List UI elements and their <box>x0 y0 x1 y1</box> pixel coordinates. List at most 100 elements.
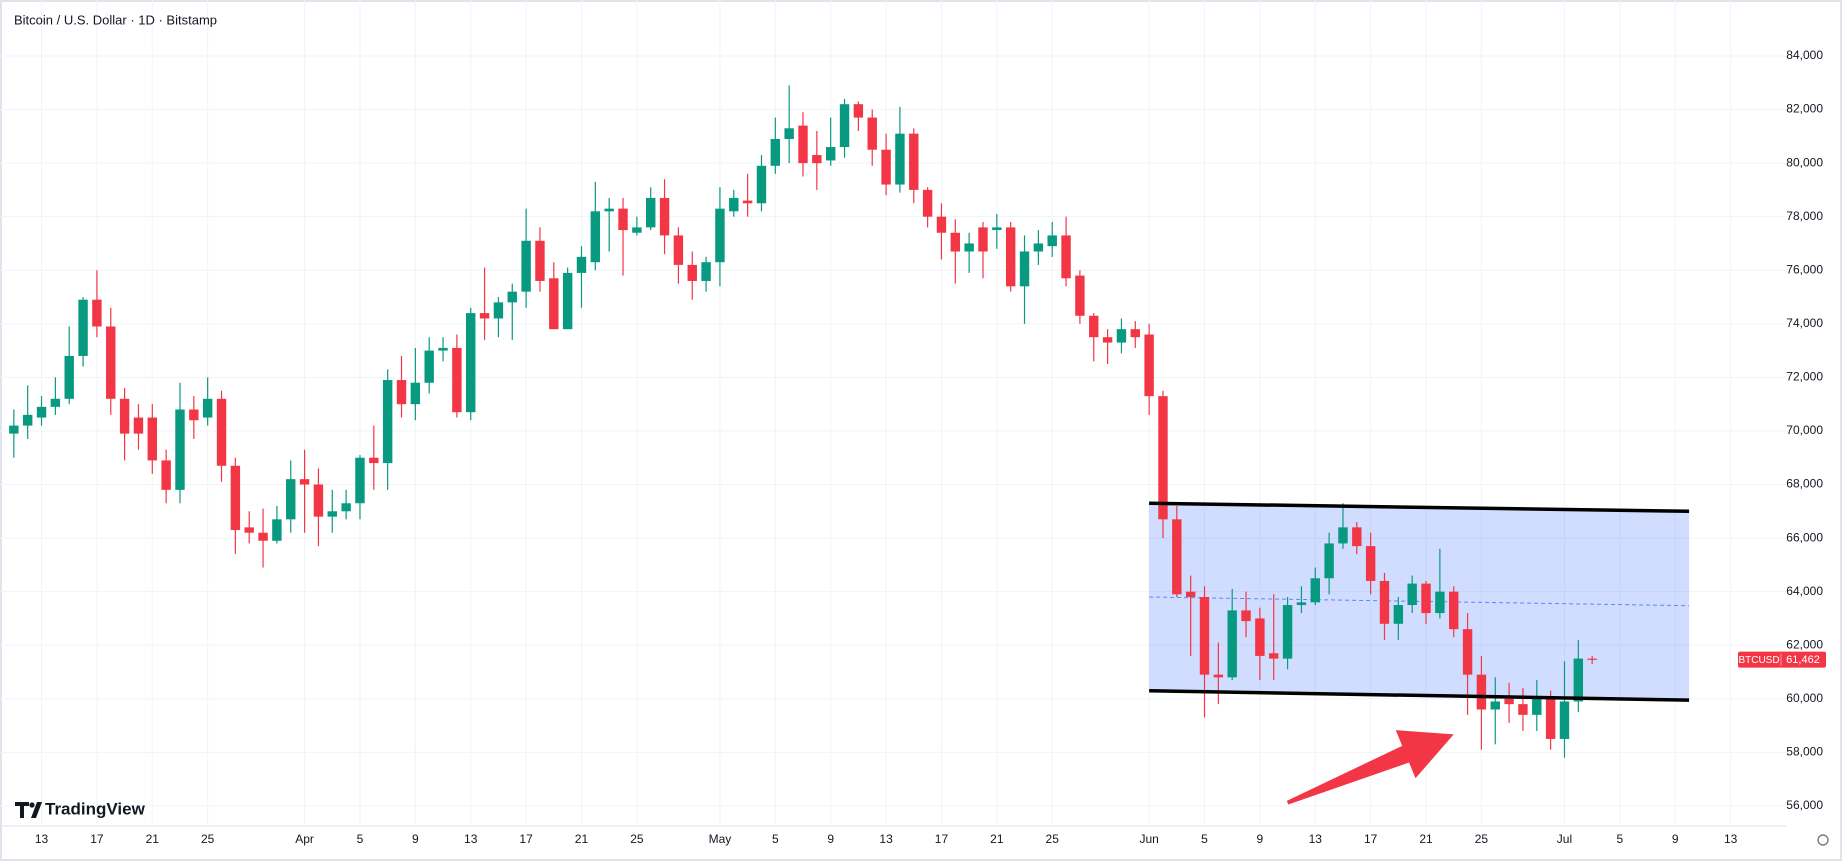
x-tick-label: 13 <box>35 832 49 846</box>
candle-body <box>909 133 919 190</box>
brand-logo: TradingView <box>15 799 146 818</box>
candle-body <box>1573 658 1584 702</box>
candle-body <box>881 149 891 185</box>
candle-body <box>673 235 684 265</box>
x-tick-label: 13 <box>1724 832 1738 846</box>
channel-lower-line <box>1149 688 1690 702</box>
y-tick-label: 58,000 <box>1786 745 1823 759</box>
candle-body <box>1255 618 1265 656</box>
x-tick-label: 17 <box>519 832 533 846</box>
y-tick-label: 56,000 <box>1786 798 1823 812</box>
candle-body <box>798 125 808 164</box>
candle-body <box>1379 580 1390 624</box>
candle-body <box>341 503 351 512</box>
candles <box>9 85 1597 758</box>
candle-body <box>1075 275 1085 316</box>
candle-body <box>438 347 448 351</box>
y-tick-label: 78,000 <box>1786 209 1823 223</box>
candle-body <box>521 240 531 292</box>
y-tick-label: 82,000 <box>1786 102 1823 116</box>
x-tick-label: Jul <box>1557 832 1572 846</box>
candle-body <box>895 133 905 185</box>
candle-body <box>369 457 379 464</box>
candle-body <box>1559 701 1570 739</box>
x-tick-label: May <box>709 832 732 846</box>
candle-body <box>756 165 767 204</box>
candle-body <box>50 398 61 407</box>
candle-body <box>742 200 753 204</box>
x-tick-label: 9 <box>1672 832 1679 846</box>
x-tick-label: 21 <box>1419 832 1433 846</box>
candle-body <box>507 291 517 303</box>
candle-body <box>410 382 421 405</box>
candle-body <box>1185 591 1196 598</box>
last-price-symbol: BTCUSD <box>1738 655 1779 666</box>
x-tick-label: 21 <box>990 832 1004 846</box>
candle-body <box>1130 329 1140 338</box>
candle-body <box>1116 329 1127 343</box>
candle-body <box>1421 583 1431 614</box>
candle-body <box>867 117 877 150</box>
candle-body <box>286 479 296 520</box>
candle-body <box>1241 610 1251 622</box>
candle-body <box>244 527 254 533</box>
y-tick-label: 60,000 <box>1786 691 1823 705</box>
candle-body <box>1532 698 1542 715</box>
candle-body <box>36 406 47 418</box>
candle-body <box>258 532 268 541</box>
candle-body <box>1213 674 1224 678</box>
candle-body <box>1435 591 1445 614</box>
candle-body <box>1545 696 1556 739</box>
candle-body <box>659 197 670 236</box>
candle-body <box>618 208 628 231</box>
y-tick-label: 64,000 <box>1786 584 1823 598</box>
x-tick-label: 5 <box>357 832 364 846</box>
candle-body <box>950 232 961 252</box>
x-tick-label: 9 <box>1257 832 1264 846</box>
candle-body <box>92 299 102 327</box>
candle-body <box>1490 701 1500 710</box>
candle-body <box>1476 674 1487 710</box>
candle-body <box>1324 543 1334 579</box>
x-tick-label: 17 <box>90 832 104 846</box>
candle-body <box>1019 251 1030 287</box>
y-tick-label: 68,000 <box>1786 477 1823 491</box>
candle-body <box>355 457 365 504</box>
candle-body <box>202 398 213 418</box>
candle-body <box>161 460 171 490</box>
brand-name: TradingView <box>45 799 146 818</box>
candle-body <box>1310 578 1320 603</box>
candle-body <box>535 240 545 281</box>
candle-body <box>1047 235 1057 247</box>
y-tick-label: 66,000 <box>1786 530 1823 544</box>
x-tick-label: Jun <box>1139 832 1158 846</box>
candle-body <box>1407 583 1417 606</box>
channel-upper-line <box>1149 501 1690 514</box>
candle-body <box>119 398 130 434</box>
candle-body <box>632 227 642 233</box>
candle-body <box>1449 591 1459 630</box>
candle-body <box>729 197 739 212</box>
candle-body <box>1269 653 1279 659</box>
x-tick-label: 25 <box>1475 832 1489 846</box>
candle-body <box>1102 337 1113 343</box>
candle-body <box>133 417 144 434</box>
candle-body <box>1005 227 1016 287</box>
candle-body <box>576 256 587 273</box>
x-tick-label: 17 <box>1364 832 1378 846</box>
candle-body <box>604 208 614 212</box>
logo-icon <box>15 802 42 818</box>
channel-midline <box>1149 596 1690 607</box>
settings-icon[interactable] <box>1817 834 1829 846</box>
candle-body <box>562 272 573 330</box>
x-tick-label: 9 <box>412 832 419 846</box>
candle-body <box>382 380 393 464</box>
candle-body <box>1504 698 1514 705</box>
candle-body <box>272 519 282 541</box>
candle-body <box>466 313 476 413</box>
candle-body <box>1462 629 1473 675</box>
candle-body <box>1352 527 1362 547</box>
y-tick-label: 62,000 <box>1786 637 1823 651</box>
